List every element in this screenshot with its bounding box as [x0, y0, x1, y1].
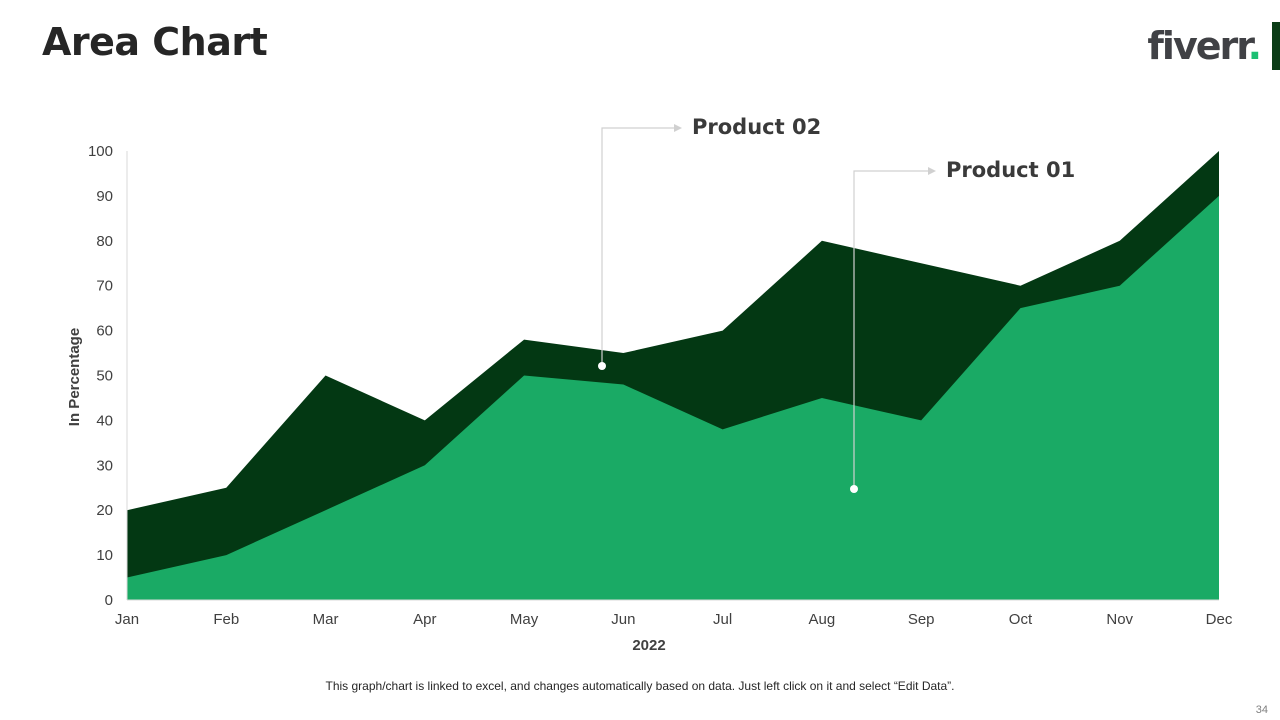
x-tick-label: Aug [809, 611, 836, 628]
y-tick-label: 40 [96, 412, 113, 429]
page-number: 34 [1255, 704, 1268, 716]
callout-connector-product-02 [601, 127, 680, 366]
x-tick-label: Nov [1106, 611, 1133, 628]
x-axis-title: 2022 [632, 637, 665, 654]
area-series-product-01 [127, 195, 1219, 600]
y-tick-label: 90 [96, 188, 113, 205]
x-tick-label: Jun [611, 611, 635, 628]
logo-dot: . [1247, 24, 1263, 68]
x-tick-label: May [510, 611, 539, 628]
callout-connector-product-01 [853, 170, 934, 489]
footer-note: This graph/chart is linked to excel, and… [325, 679, 955, 693]
x-tick-label: Jan [115, 611, 139, 628]
callout-arrowhead-product-02 [674, 124, 682, 132]
x-tick-label: Apr [413, 611, 436, 628]
y-tick-label: 80 [96, 233, 113, 250]
callout-arrowhead-product-01 [928, 167, 936, 175]
callout-label-product-02: Product 02 [692, 115, 822, 139]
y-tick-label: 30 [96, 457, 113, 474]
callout-dot-product-02 [598, 362, 606, 370]
x-tick-label: Oct [1009, 611, 1033, 628]
x-tick-label: Feb [213, 611, 239, 628]
x-tick-label: Dec [1206, 611, 1233, 628]
x-tick-label: Mar [313, 611, 339, 628]
y-tick-label: 0 [105, 592, 113, 609]
callout-dot-product-01 [850, 485, 858, 493]
x-tick-label: Sep [908, 611, 935, 628]
logo-accent-bar [1272, 22, 1280, 70]
y-tick-label: 10 [96, 547, 113, 564]
y-tick-label: 70 [96, 278, 113, 295]
callout-label-product-01: Product 01 [946, 158, 1076, 182]
y-axis-title: In Percentage [66, 328, 83, 426]
fiverr-logo: fiverr. [1147, 24, 1263, 68]
x-tick-label: Jul [713, 611, 732, 628]
y-tick-label: 100 [88, 143, 113, 160]
page-title: Area Chart [42, 20, 268, 64]
y-tick-label: 60 [96, 323, 113, 340]
y-tick-label: 50 [96, 368, 113, 385]
y-tick-label: 20 [96, 502, 113, 519]
logo-text: fiverr [1147, 24, 1249, 68]
